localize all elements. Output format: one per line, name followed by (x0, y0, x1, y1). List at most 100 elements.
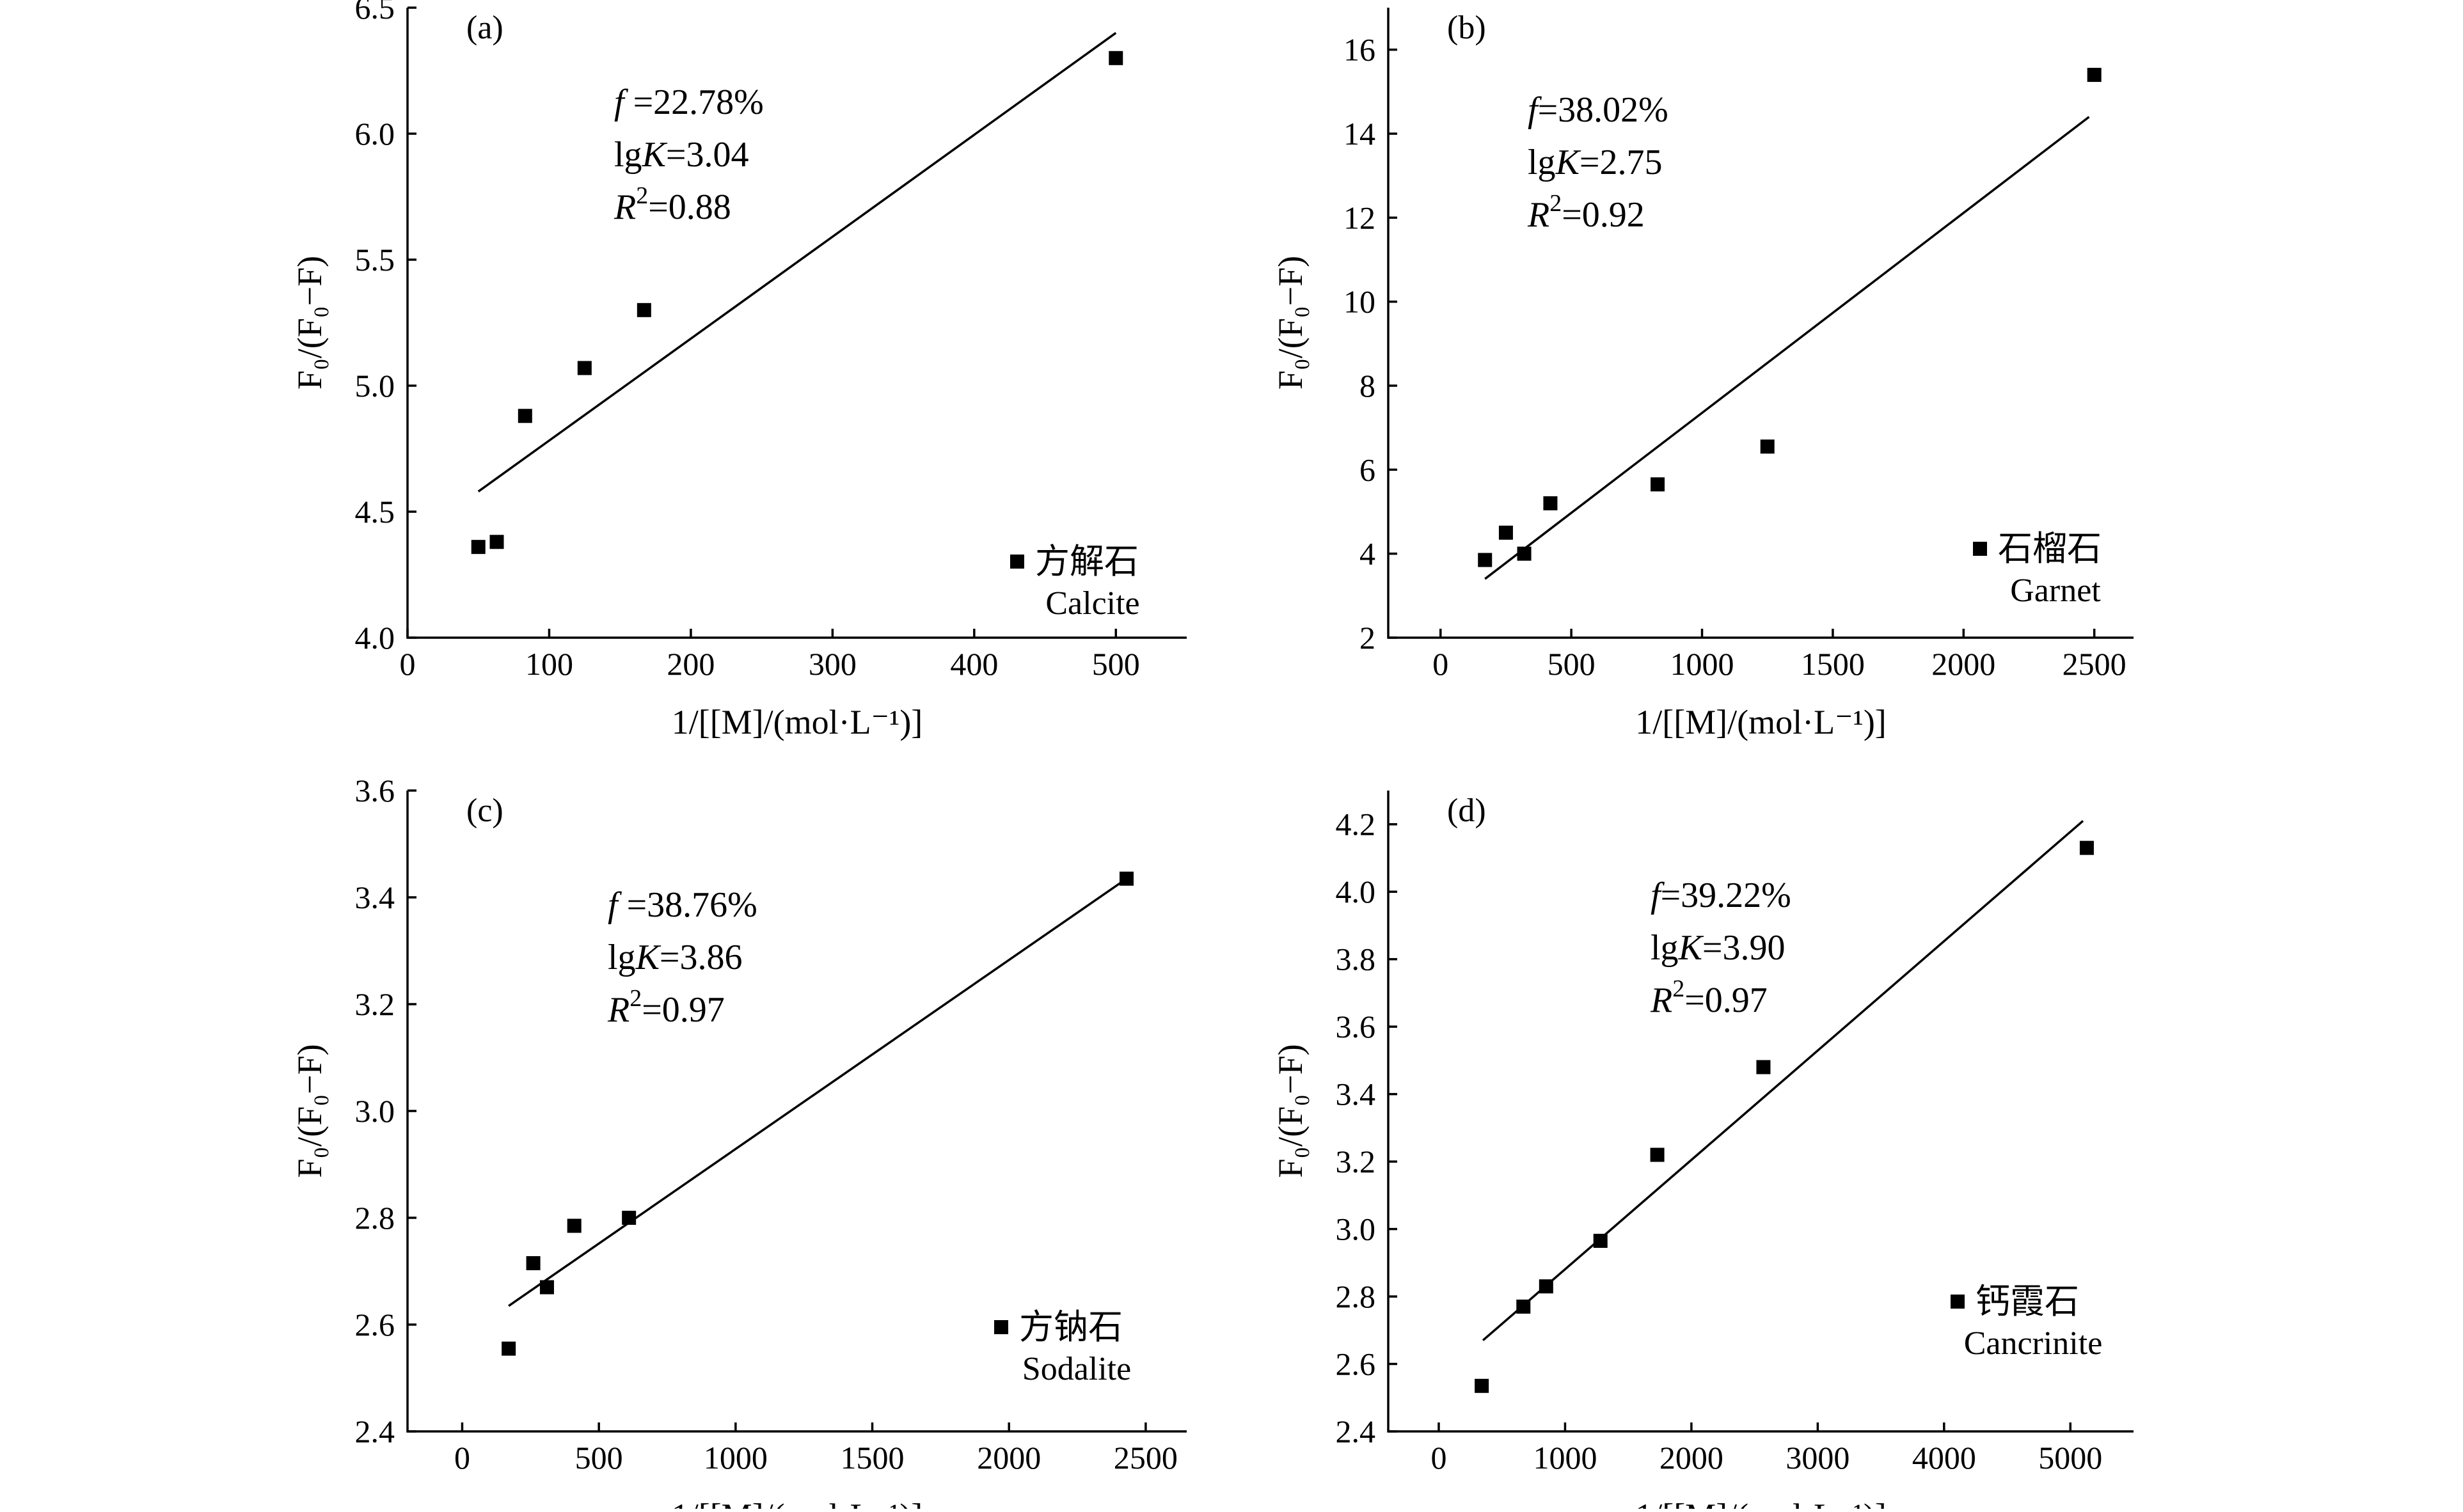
panel-label: (d) (1447, 792, 1486, 829)
y-tick-label: 3.4 (355, 879, 395, 915)
data-point (1516, 1299, 1531, 1314)
stat-annotation: f =38.76% (608, 885, 757, 925)
stat-annotation: f=39.22% (1651, 876, 1791, 915)
data-point (502, 1341, 516, 1356)
stat-prefix: lg (1528, 143, 1556, 182)
y-tick-label: 2.4 (1336, 1414, 1376, 1449)
panel-label: (b) (1447, 10, 1486, 46)
y-tick-label: 4.2 (1336, 807, 1376, 842)
stat-superscript: 2 (1672, 975, 1684, 1002)
y-axis-label: F₀/(F₀−F) (1271, 1044, 1310, 1177)
stat-prefix: lg (1651, 928, 1679, 968)
x-tick-label: 200 (667, 646, 715, 682)
y-tick-label: 3.0 (355, 1093, 395, 1129)
stat-value: =38.02% (1538, 90, 1668, 130)
stat-symbol: R (1527, 195, 1549, 235)
data-point (1651, 477, 1665, 492)
x-axis-label: 1/[[M]/(mol·L⁻¹)] (672, 703, 923, 741)
stat-value: =0.88 (648, 187, 731, 227)
y-tick-label: 3.6 (355, 773, 395, 808)
data-point (2079, 840, 2094, 855)
stat-superscript: 2 (630, 985, 642, 1012)
y-axis-label: F₀/(F₀−F) (290, 1044, 329, 1177)
data-point (637, 303, 651, 317)
data-point (1756, 1060, 1771, 1075)
x-tick-label: 0 (400, 646, 416, 682)
stat-annotation: R2=0.97 (1650, 975, 1768, 1020)
y-tick-label: 3.0 (1336, 1211, 1376, 1247)
legend-label-en: Garnet (2010, 572, 2101, 609)
data-point (1593, 1234, 1608, 1248)
y-tick-label: 2.6 (355, 1307, 395, 1343)
y-tick-label: 3.8 (1336, 941, 1376, 977)
panel-b: 0 500 1000 1500 2000 2500 2 4 6 8 10 12 14 16 1/[[M]/(… (1271, 8, 2134, 741)
data-point (1498, 525, 1513, 540)
y-tick-label: 2.8 (355, 1200, 395, 1236)
panel-label: (a) (466, 10, 503, 46)
legend-marker (1951, 1295, 1965, 1309)
data-point (1539, 1279, 1553, 1294)
x-tick-label: 1500 (841, 1440, 905, 1476)
y-tick-label: 2.6 (1336, 1346, 1376, 1382)
y-tick-label: 6.5 (355, 0, 395, 26)
panel-c: 0 500 1000 1500 2000 2500 2.4 2.6 2.8 3.0 3.2 3.4 3.… (290, 773, 1187, 1512)
x-tick-label: 2000 (977, 1440, 1041, 1476)
stat-value: =3.04 (666, 135, 749, 175)
data-point (1517, 546, 1532, 561)
stat-value: =39.22% (1661, 876, 1791, 915)
y-tick-label: 2 (1359, 620, 1375, 656)
data-point (1478, 553, 1493, 567)
x-tick-label: 1500 (1801, 646, 1865, 682)
y-tick-label: 16 (1343, 32, 1375, 68)
legend-label-en: Sodalite (1022, 1351, 1131, 1387)
x-tick-label: 4000 (1912, 1440, 1976, 1476)
data-point (567, 1218, 582, 1233)
stat-annotation: f =22.78% (614, 83, 764, 122)
x-tick-label: 1000 (1533, 1440, 1597, 1476)
stat-superscript: 2 (636, 182, 648, 209)
stat-value: =0.92 (1562, 195, 1645, 235)
x-tick-label: 3000 (1786, 1440, 1849, 1476)
stat-annotation: R2=0.97 (607, 985, 725, 1030)
x-axis-label: 1/[[M]/(mol·L⁻¹)] (1635, 1497, 1887, 1509)
y-tick-label: 4.0 (355, 620, 395, 656)
data-point (518, 409, 532, 423)
y-tick-label: 8 (1359, 368, 1375, 404)
x-tick-label: 1000 (1670, 646, 1734, 682)
data-point (2087, 68, 2102, 83)
stat-annotation: R2=0.92 (1527, 190, 1645, 235)
stat-value: =0.97 (642, 990, 725, 1030)
x-tick-label: 300 (809, 646, 857, 682)
data-point (471, 540, 486, 555)
stat-symbol: K (1555, 143, 1581, 182)
legend-marker (994, 1320, 1008, 1334)
y-tick-label: 2.8 (1336, 1279, 1376, 1314)
x-axis-label: 1/[[M]/(mol·L⁻¹)] (1635, 703, 1887, 741)
y-tick-label: 2.4 (355, 1414, 395, 1449)
y-tick-label: 3.4 (1336, 1076, 1376, 1112)
legend-label-cn: 方钠石 (1019, 1307, 1123, 1347)
y-tick-label: 14 (1343, 116, 1375, 152)
stat-prefix: lg (614, 135, 642, 175)
x-tick-label: 500 (575, 1440, 623, 1476)
stat-value: =38.76% (618, 885, 757, 925)
y-tick-label: 3.2 (355, 986, 395, 1022)
data-point (1760, 439, 1775, 454)
y-tick-label: 4.5 (355, 494, 395, 530)
stat-annotation: R2=0.88 (614, 182, 731, 227)
data-point (489, 535, 504, 549)
y-tick-label: 5.5 (355, 242, 395, 278)
stat-value: =22.78% (624, 83, 764, 122)
y-tick-label: 10 (1343, 284, 1375, 320)
y-tick-label: 4 (1359, 536, 1375, 572)
stat-symbol: R (607, 990, 630, 1030)
stat-value: =0.97 (1684, 980, 1768, 1020)
x-tick-label: 0 (1430, 1440, 1446, 1476)
x-tick-label: 5000 (2038, 1440, 2102, 1476)
stat-annotation: lgK=2.75 (1528, 143, 1663, 182)
x-tick-label: 2000 (1659, 1440, 1723, 1476)
stat-value: =2.75 (1580, 143, 1663, 182)
x-tick-label: 2500 (2063, 646, 2126, 682)
